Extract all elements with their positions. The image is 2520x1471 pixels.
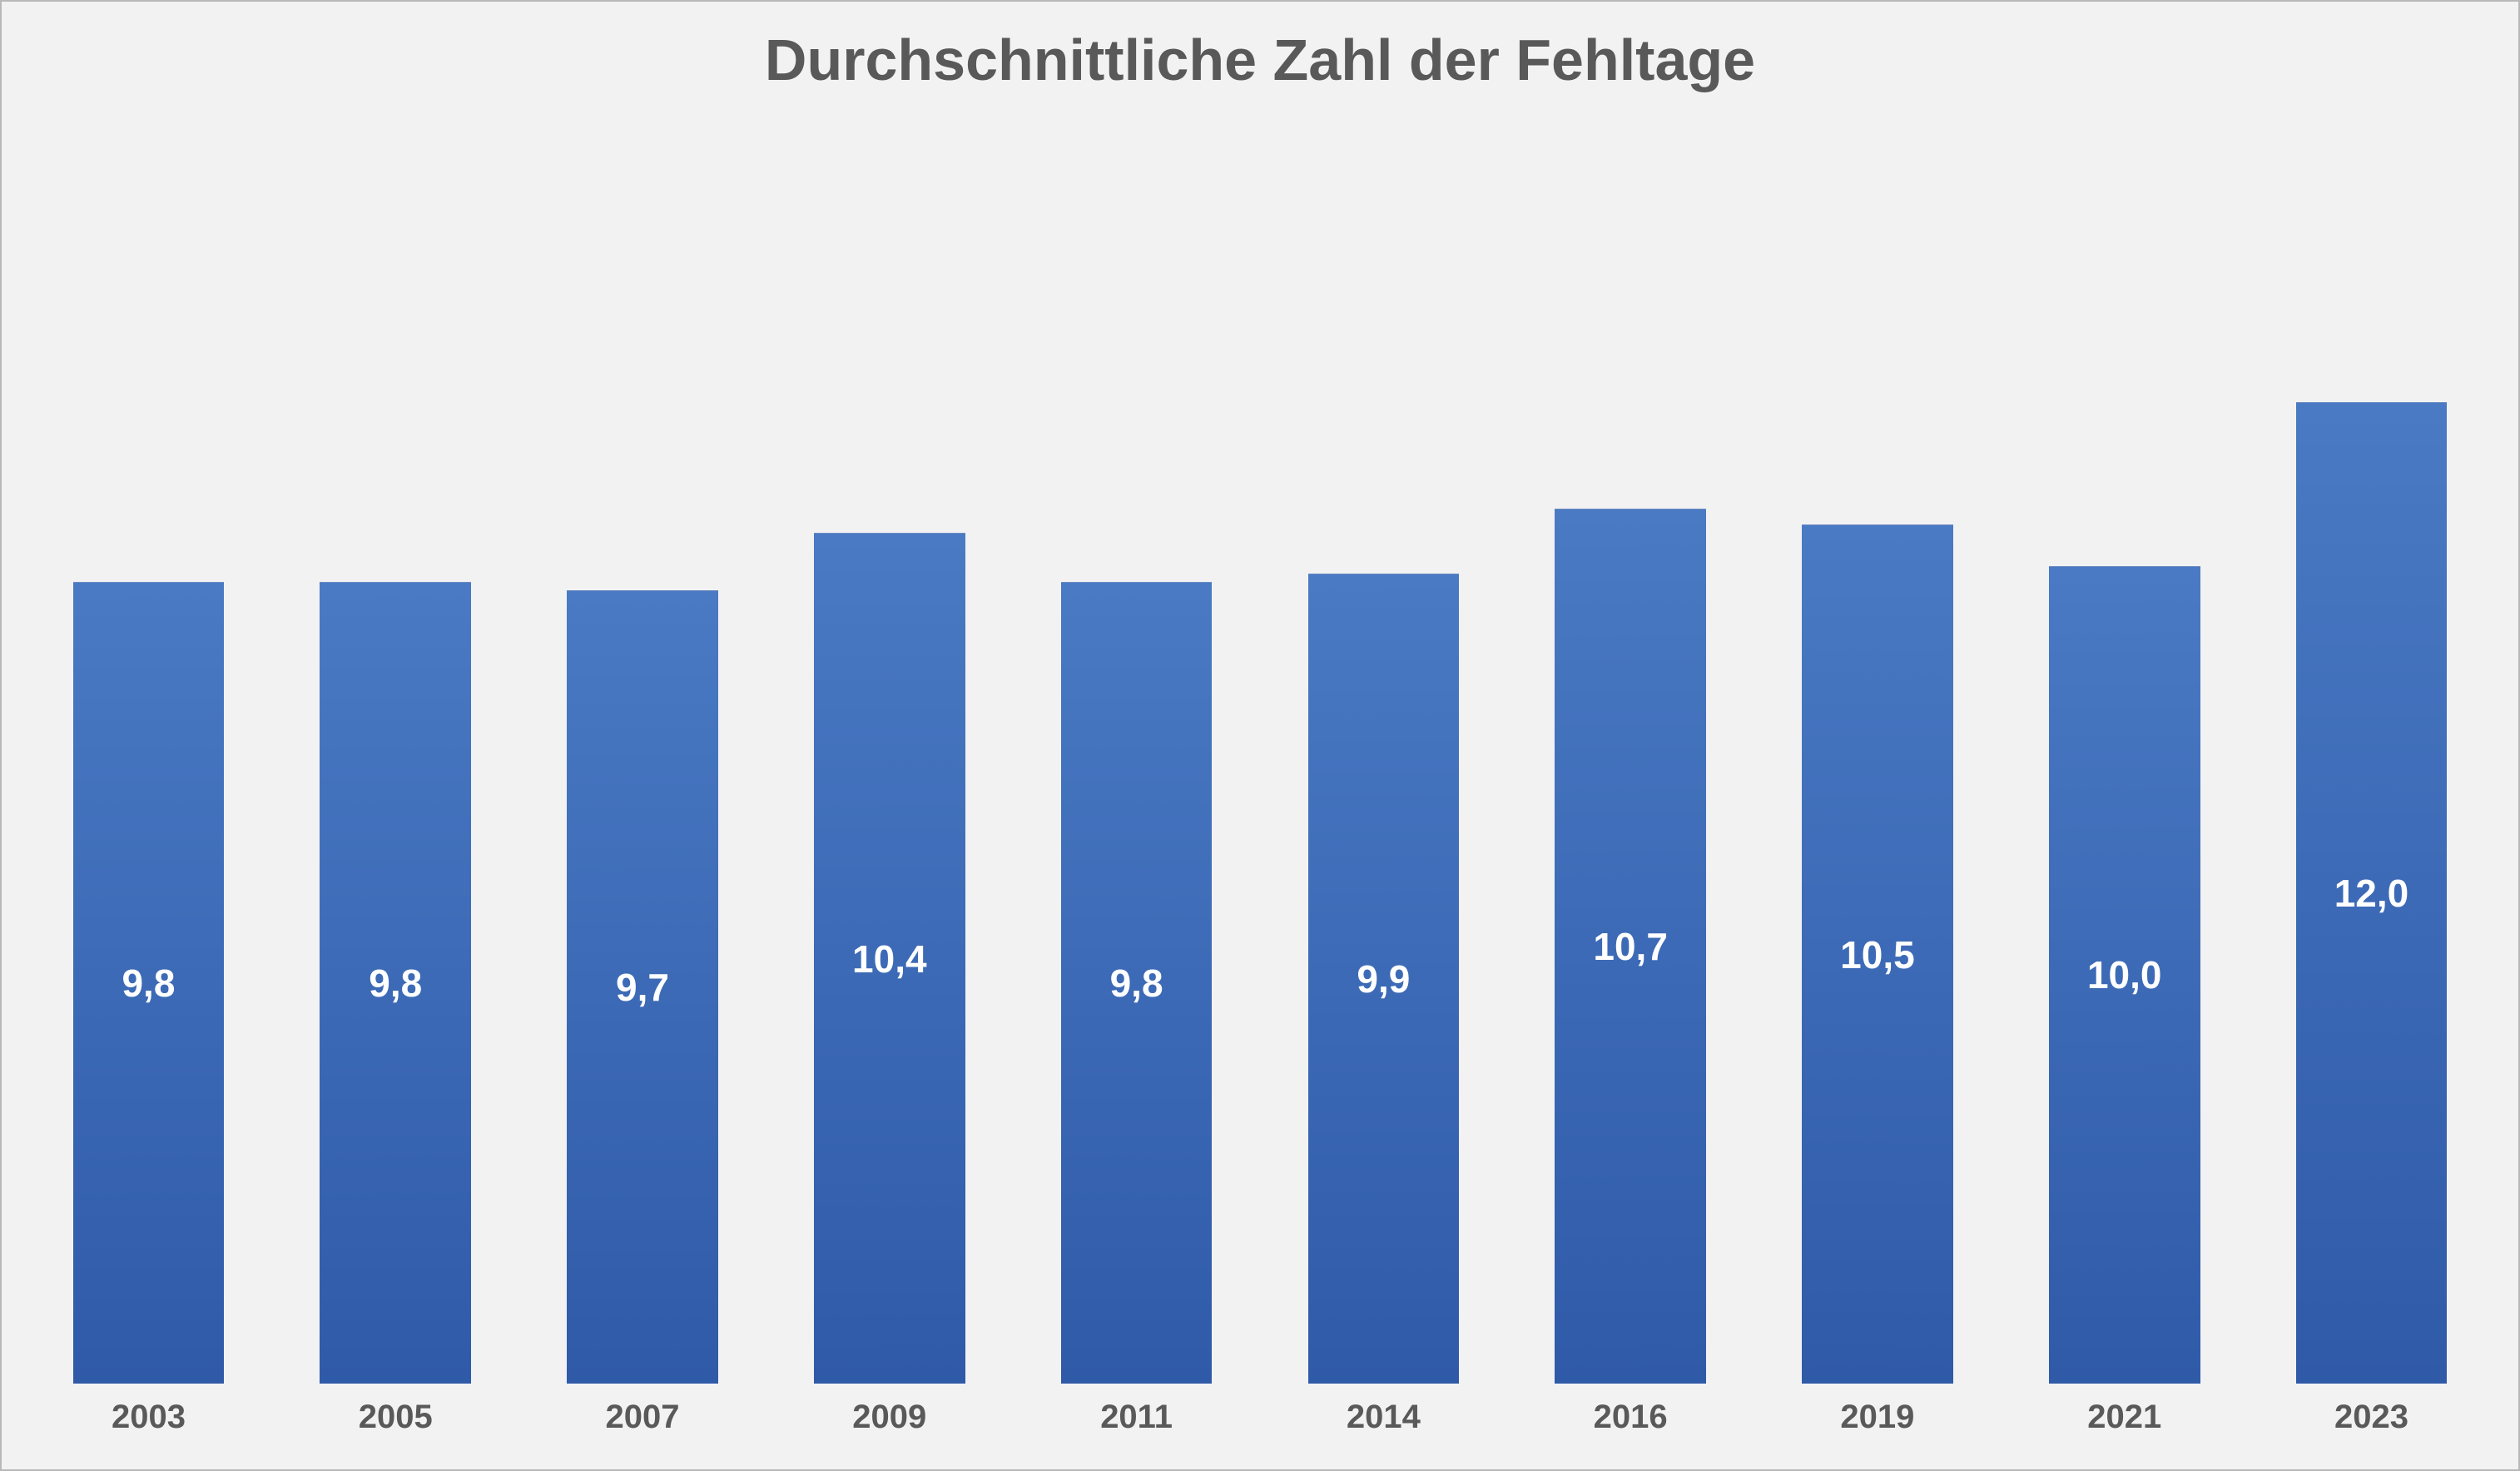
bar-slot: 12,0 bbox=[2274, 127, 2468, 1384]
bar-shadow bbox=[72, 1354, 271, 1389]
bar: 12,0 bbox=[2296, 402, 2448, 1384]
bar-value-label: 9,8 bbox=[369, 961, 422, 1006]
bar-slot: 10,5 bbox=[1780, 127, 1974, 1384]
x-axis: 2003 2005 2007 2009 2011 2014 2016 2019 2021 2023 bbox=[43, 1384, 2477, 1436]
bar: 9,8 bbox=[73, 582, 225, 1384]
x-axis-label: 2014 bbox=[1287, 1399, 1481, 1436]
bar-shadow bbox=[319, 1354, 518, 1389]
bar: 10,0 bbox=[2049, 566, 2200, 1384]
x-axis-label: 2016 bbox=[1534, 1399, 1728, 1436]
x-axis-label: 2019 bbox=[1780, 1399, 1974, 1436]
bar-value-label: 10,7 bbox=[1593, 924, 1668, 969]
bar-slot: 10,7 bbox=[1534, 127, 1728, 1384]
x-axis-label: 2005 bbox=[299, 1399, 493, 1436]
bar-shadow bbox=[2047, 1354, 2247, 1389]
plot-area: 9,8 9,8 9,7 10,4 9,8 9,9 10,7 10,5 10,0 12,0 bbox=[43, 127, 2477, 1384]
bar-value-label: 12,0 bbox=[2334, 871, 2409, 916]
bar-shadow bbox=[812, 1354, 1012, 1389]
bar: 9,9 bbox=[1308, 574, 1460, 1384]
bar-slot: 9,8 bbox=[52, 127, 246, 1384]
bar: 10,7 bbox=[1555, 509, 1706, 1384]
bar-shadow bbox=[2294, 1354, 2494, 1389]
bar-shadow bbox=[1307, 1354, 1506, 1389]
x-axis-label: 2011 bbox=[1039, 1399, 1233, 1436]
bar-slot: 9,8 bbox=[299, 127, 493, 1384]
x-axis-label: 2023 bbox=[2274, 1399, 2468, 1436]
x-axis-label: 2009 bbox=[792, 1399, 986, 1436]
bar-value-label: 10,4 bbox=[852, 937, 927, 981]
x-axis-label: 2007 bbox=[546, 1399, 740, 1436]
x-axis-label: 2021 bbox=[2027, 1399, 2221, 1436]
bar: 9,8 bbox=[320, 582, 471, 1384]
bar: 10,5 bbox=[1802, 524, 1953, 1384]
bar-slot: 10,4 bbox=[792, 127, 986, 1384]
bar-shadow bbox=[1059, 1354, 1259, 1389]
chart-frame: Durchschnittliche Zahl der Fehltage 9,89… bbox=[0, 0, 2520, 1471]
bar-slot: 9,9 bbox=[1287, 127, 1481, 1384]
bar-value-label: 9,8 bbox=[122, 961, 175, 1006]
bar-value-label: 9,8 bbox=[1110, 961, 1163, 1006]
bar-shadow bbox=[1553, 1354, 1753, 1389]
chart-title: Durchschnittliche Zahl der Fehltage bbox=[43, 27, 2477, 93]
bar-value-label: 9,9 bbox=[1357, 957, 1410, 1001]
bar: 10,4 bbox=[814, 533, 965, 1384]
bar: 9,7 bbox=[567, 590, 718, 1384]
bar-slot: 10,0 bbox=[2027, 127, 2221, 1384]
bar-value-label: 9,7 bbox=[616, 965, 669, 1010]
bar-value-label: 10,0 bbox=[2087, 952, 2162, 997]
bar: 9,8 bbox=[1061, 582, 1213, 1384]
x-axis-label: 2003 bbox=[52, 1399, 246, 1436]
bar-shadow bbox=[1800, 1354, 2000, 1389]
bar-slot: 9,7 bbox=[546, 127, 740, 1384]
bar-value-label: 10,5 bbox=[1840, 932, 1915, 977]
bar-shadow bbox=[565, 1354, 765, 1389]
bar-slot: 9,8 bbox=[1039, 127, 1233, 1384]
